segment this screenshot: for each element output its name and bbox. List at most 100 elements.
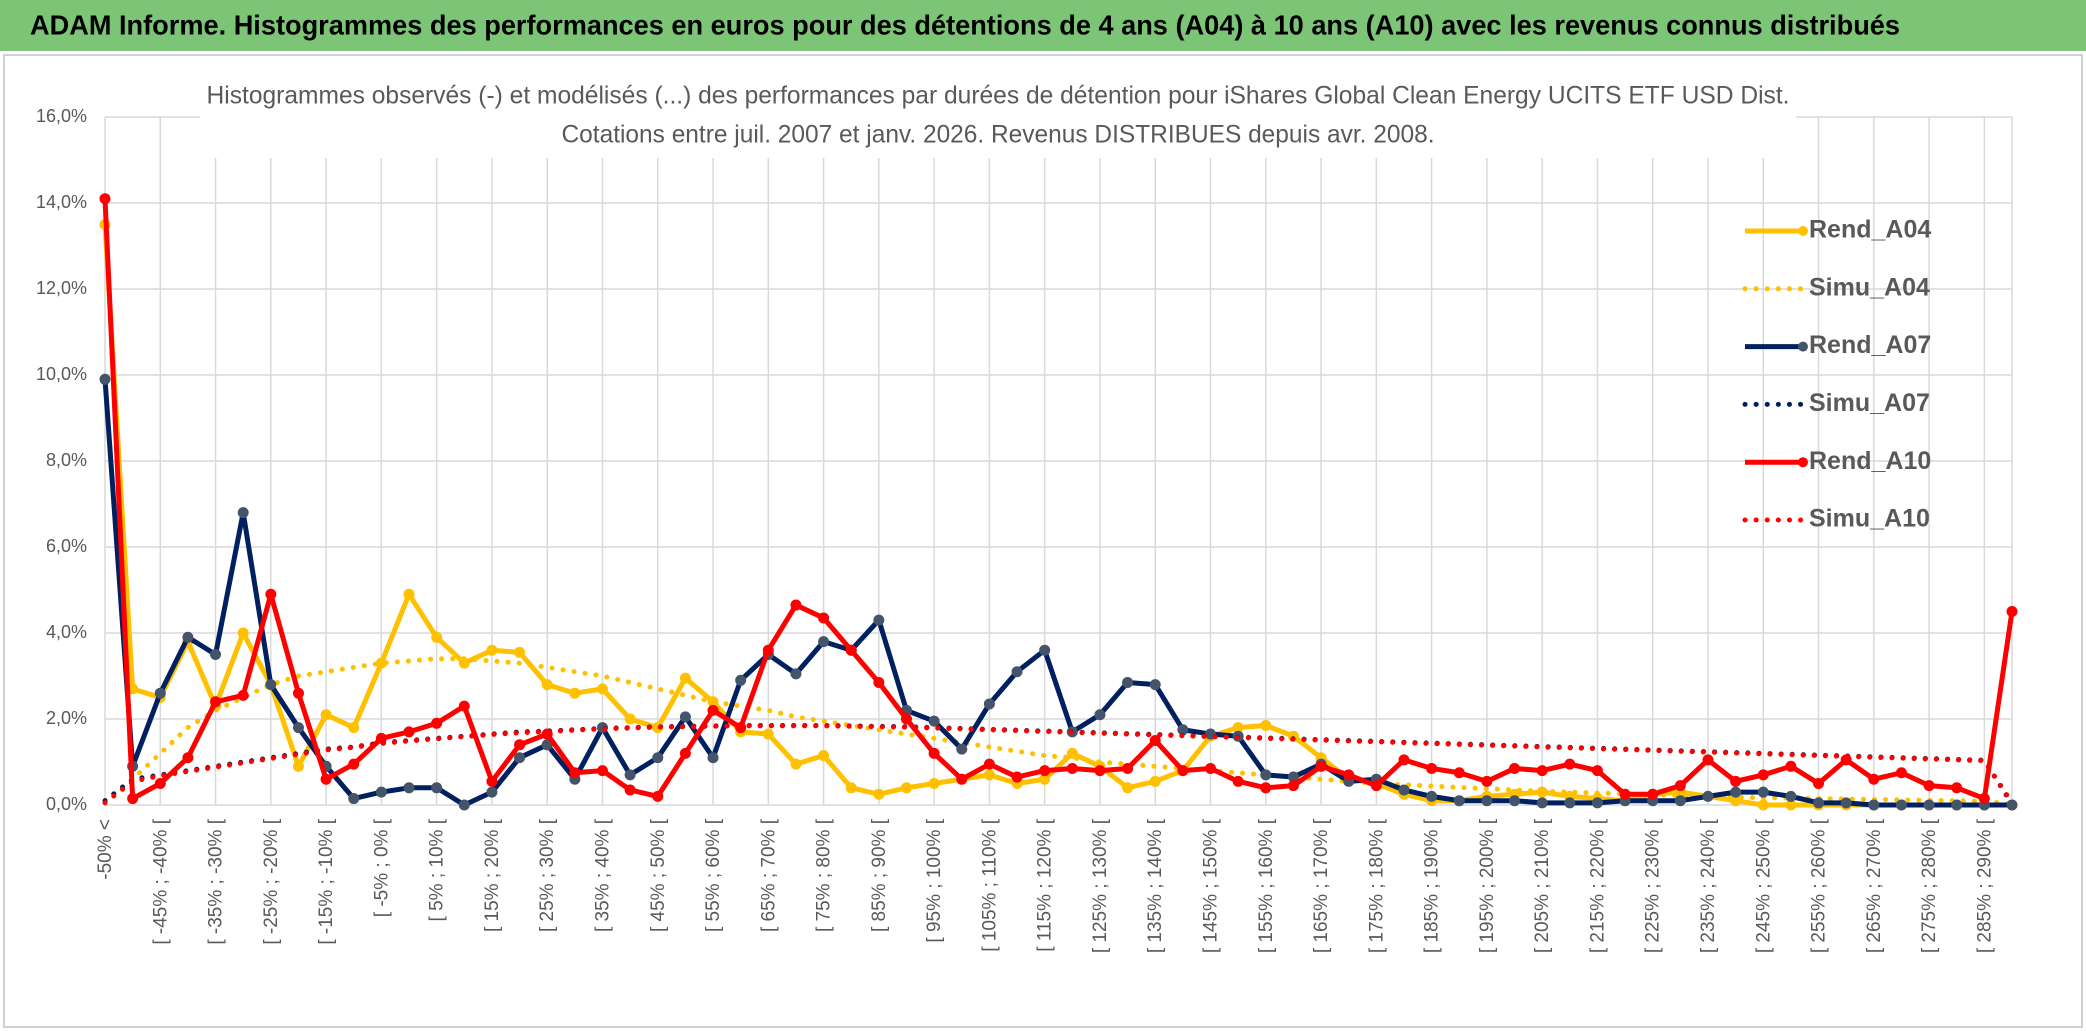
- data-point: [983, 769, 995, 781]
- data-point: [292, 760, 304, 772]
- data-point: [1149, 735, 1161, 746]
- x-tick-label: [ 95% ; 100% [: [924, 818, 945, 942]
- legend-label: Simu_A10: [1809, 505, 1930, 533]
- data-point: [596, 683, 608, 695]
- data-point: [983, 698, 995, 710]
- data-point: [569, 767, 581, 779]
- data-point: [1702, 754, 1714, 766]
- data-point: [403, 588, 415, 600]
- x-tick-label: [ 115% ; 120% [: [1035, 818, 1056, 951]
- data-point: [1011, 666, 1023, 678]
- data-point: [790, 599, 802, 611]
- data-point: [1895, 767, 1907, 779]
- x-tick-label: [ 75% ; 80% [: [814, 818, 835, 932]
- data-point: [1702, 790, 1714, 802]
- data-point: [1398, 754, 1410, 766]
- data-point: [1122, 762, 1134, 774]
- data-point: [900, 782, 912, 794]
- y-tick-label: 12,0%: [36, 278, 87, 298]
- data-point: [1122, 782, 1134, 794]
- data-point: [1287, 780, 1299, 792]
- data-point: [624, 713, 636, 725]
- x-tick-label: [ 135% ; 140% [: [1145, 818, 1166, 953]
- data-point: [790, 758, 802, 770]
- data-point: [1785, 760, 1797, 772]
- chart-title: Histogrammes observés (-) et modélisés (…: [207, 82, 1790, 110]
- data-point: [624, 784, 636, 796]
- data-point: [762, 728, 774, 740]
- data-point: [983, 758, 995, 770]
- x-tick-label: [ 15% ; 20% [: [482, 818, 503, 932]
- data-point: [1426, 762, 1438, 774]
- data-point: [403, 726, 415, 738]
- legend-marker: [1798, 457, 1808, 468]
- data-point: [1785, 790, 1797, 802]
- data-point: [486, 644, 498, 656]
- data-point: [1149, 679, 1161, 691]
- x-tick-label: [ -15% ; -10% [: [316, 818, 337, 944]
- data-point: [486, 786, 498, 798]
- data-point: [1509, 762, 1521, 774]
- x-tick-label: [ 285% ; 290% [: [1974, 818, 1995, 953]
- data-point: [679, 711, 691, 723]
- data-point: [514, 752, 526, 764]
- data-point: [2006, 799, 2018, 811]
- x-tick-label: [ 145% ; 150% [: [1201, 818, 1222, 953]
- x-tick-label: [ 5% ; 10% [: [427, 818, 448, 921]
- data-point: [652, 752, 664, 764]
- data-point: [1564, 797, 1576, 809]
- data-point: [1619, 788, 1631, 800]
- data-point: [873, 614, 885, 626]
- data-point: [1674, 780, 1686, 792]
- data-point: [900, 713, 912, 725]
- data-point: [403, 782, 415, 794]
- data-point: [956, 743, 968, 755]
- x-tick-label: [ 65% ; 70% [: [758, 818, 779, 932]
- data-point: [1536, 765, 1548, 777]
- data-point: [348, 758, 360, 770]
- observed-line: [102, 198, 2015, 802]
- data-point: [154, 778, 166, 789]
- data-point: [1066, 762, 1078, 774]
- data-point: [818, 750, 830, 762]
- page-title: ADAM Informe. Histogrammes des performan…: [30, 9, 1900, 40]
- data-point: [1315, 760, 1327, 772]
- model-line: [102, 723, 2015, 806]
- data-point: [1509, 795, 1521, 807]
- data-point: [707, 752, 719, 764]
- observed-line: [102, 379, 2012, 808]
- data-point: [458, 700, 470, 712]
- data-point: [127, 793, 139, 805]
- data-point: [1674, 795, 1686, 807]
- data-point: [596, 765, 608, 777]
- data-point: [1260, 719, 1272, 731]
- data-point: [679, 747, 691, 759]
- header-bar: [0, 0, 2086, 51]
- data-point: [1343, 769, 1355, 781]
- data-point: [320, 773, 332, 785]
- data-point: [735, 674, 747, 686]
- x-tick-label: [ 25% ; 30% [: [537, 818, 558, 932]
- data-point: [762, 644, 774, 656]
- data-point: [292, 687, 304, 699]
- data-point: [1149, 775, 1161, 787]
- data-point: [1260, 782, 1272, 794]
- x-tick-label: [ 275% ; 280% [: [1919, 818, 1940, 953]
- x-tick-label: [ 205% ; 210% [: [1532, 818, 1553, 953]
- x-tick-label: [ 165% ; 170% [: [1311, 818, 1332, 953]
- data-point: [873, 788, 885, 800]
- data-point: [928, 778, 940, 789]
- data-point: [1730, 775, 1742, 787]
- data-point: [1426, 790, 1438, 802]
- plot-area: [99, 193, 2018, 811]
- x-tick-label: [ 125% ; 130% [: [1090, 818, 1111, 953]
- legend-label: Rend_A04: [1809, 216, 1931, 244]
- data-point: [1757, 799, 1769, 811]
- x-tick-label: [ -45% ; -40% [: [150, 818, 171, 944]
- data-point: [1066, 747, 1078, 759]
- data-point: [1039, 644, 1051, 656]
- data-point: [541, 679, 553, 691]
- data-point: [348, 722, 360, 734]
- data-point: [1813, 778, 1825, 789]
